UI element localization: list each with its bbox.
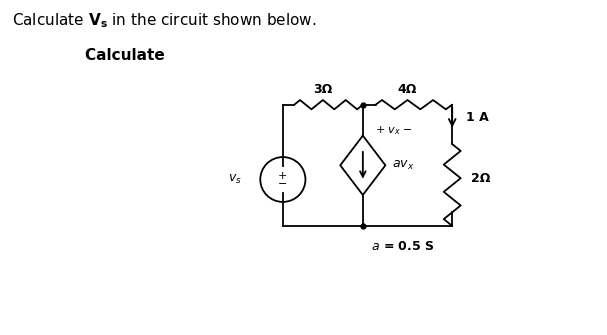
Text: Calculate: Calculate — [85, 48, 171, 63]
Text: + $v_x$ $-$: + $v_x$ $-$ — [375, 124, 413, 137]
Text: $av_x$: $av_x$ — [393, 159, 415, 172]
Text: −: − — [278, 179, 288, 189]
Text: +: + — [278, 171, 288, 181]
Text: $v_s$: $v_s$ — [228, 173, 242, 186]
Text: 4Ω: 4Ω — [398, 83, 417, 96]
Text: Calculate $\bf{V_s}$ in the circuit shown below.: Calculate $\bf{V_s}$ in the circuit show… — [12, 12, 317, 30]
Text: $a$ = 0.5 S: $a$ = 0.5 S — [371, 240, 435, 253]
Text: 1 A: 1 A — [466, 111, 489, 124]
Text: 3Ω: 3Ω — [313, 83, 333, 96]
Text: 2Ω: 2Ω — [471, 172, 490, 185]
